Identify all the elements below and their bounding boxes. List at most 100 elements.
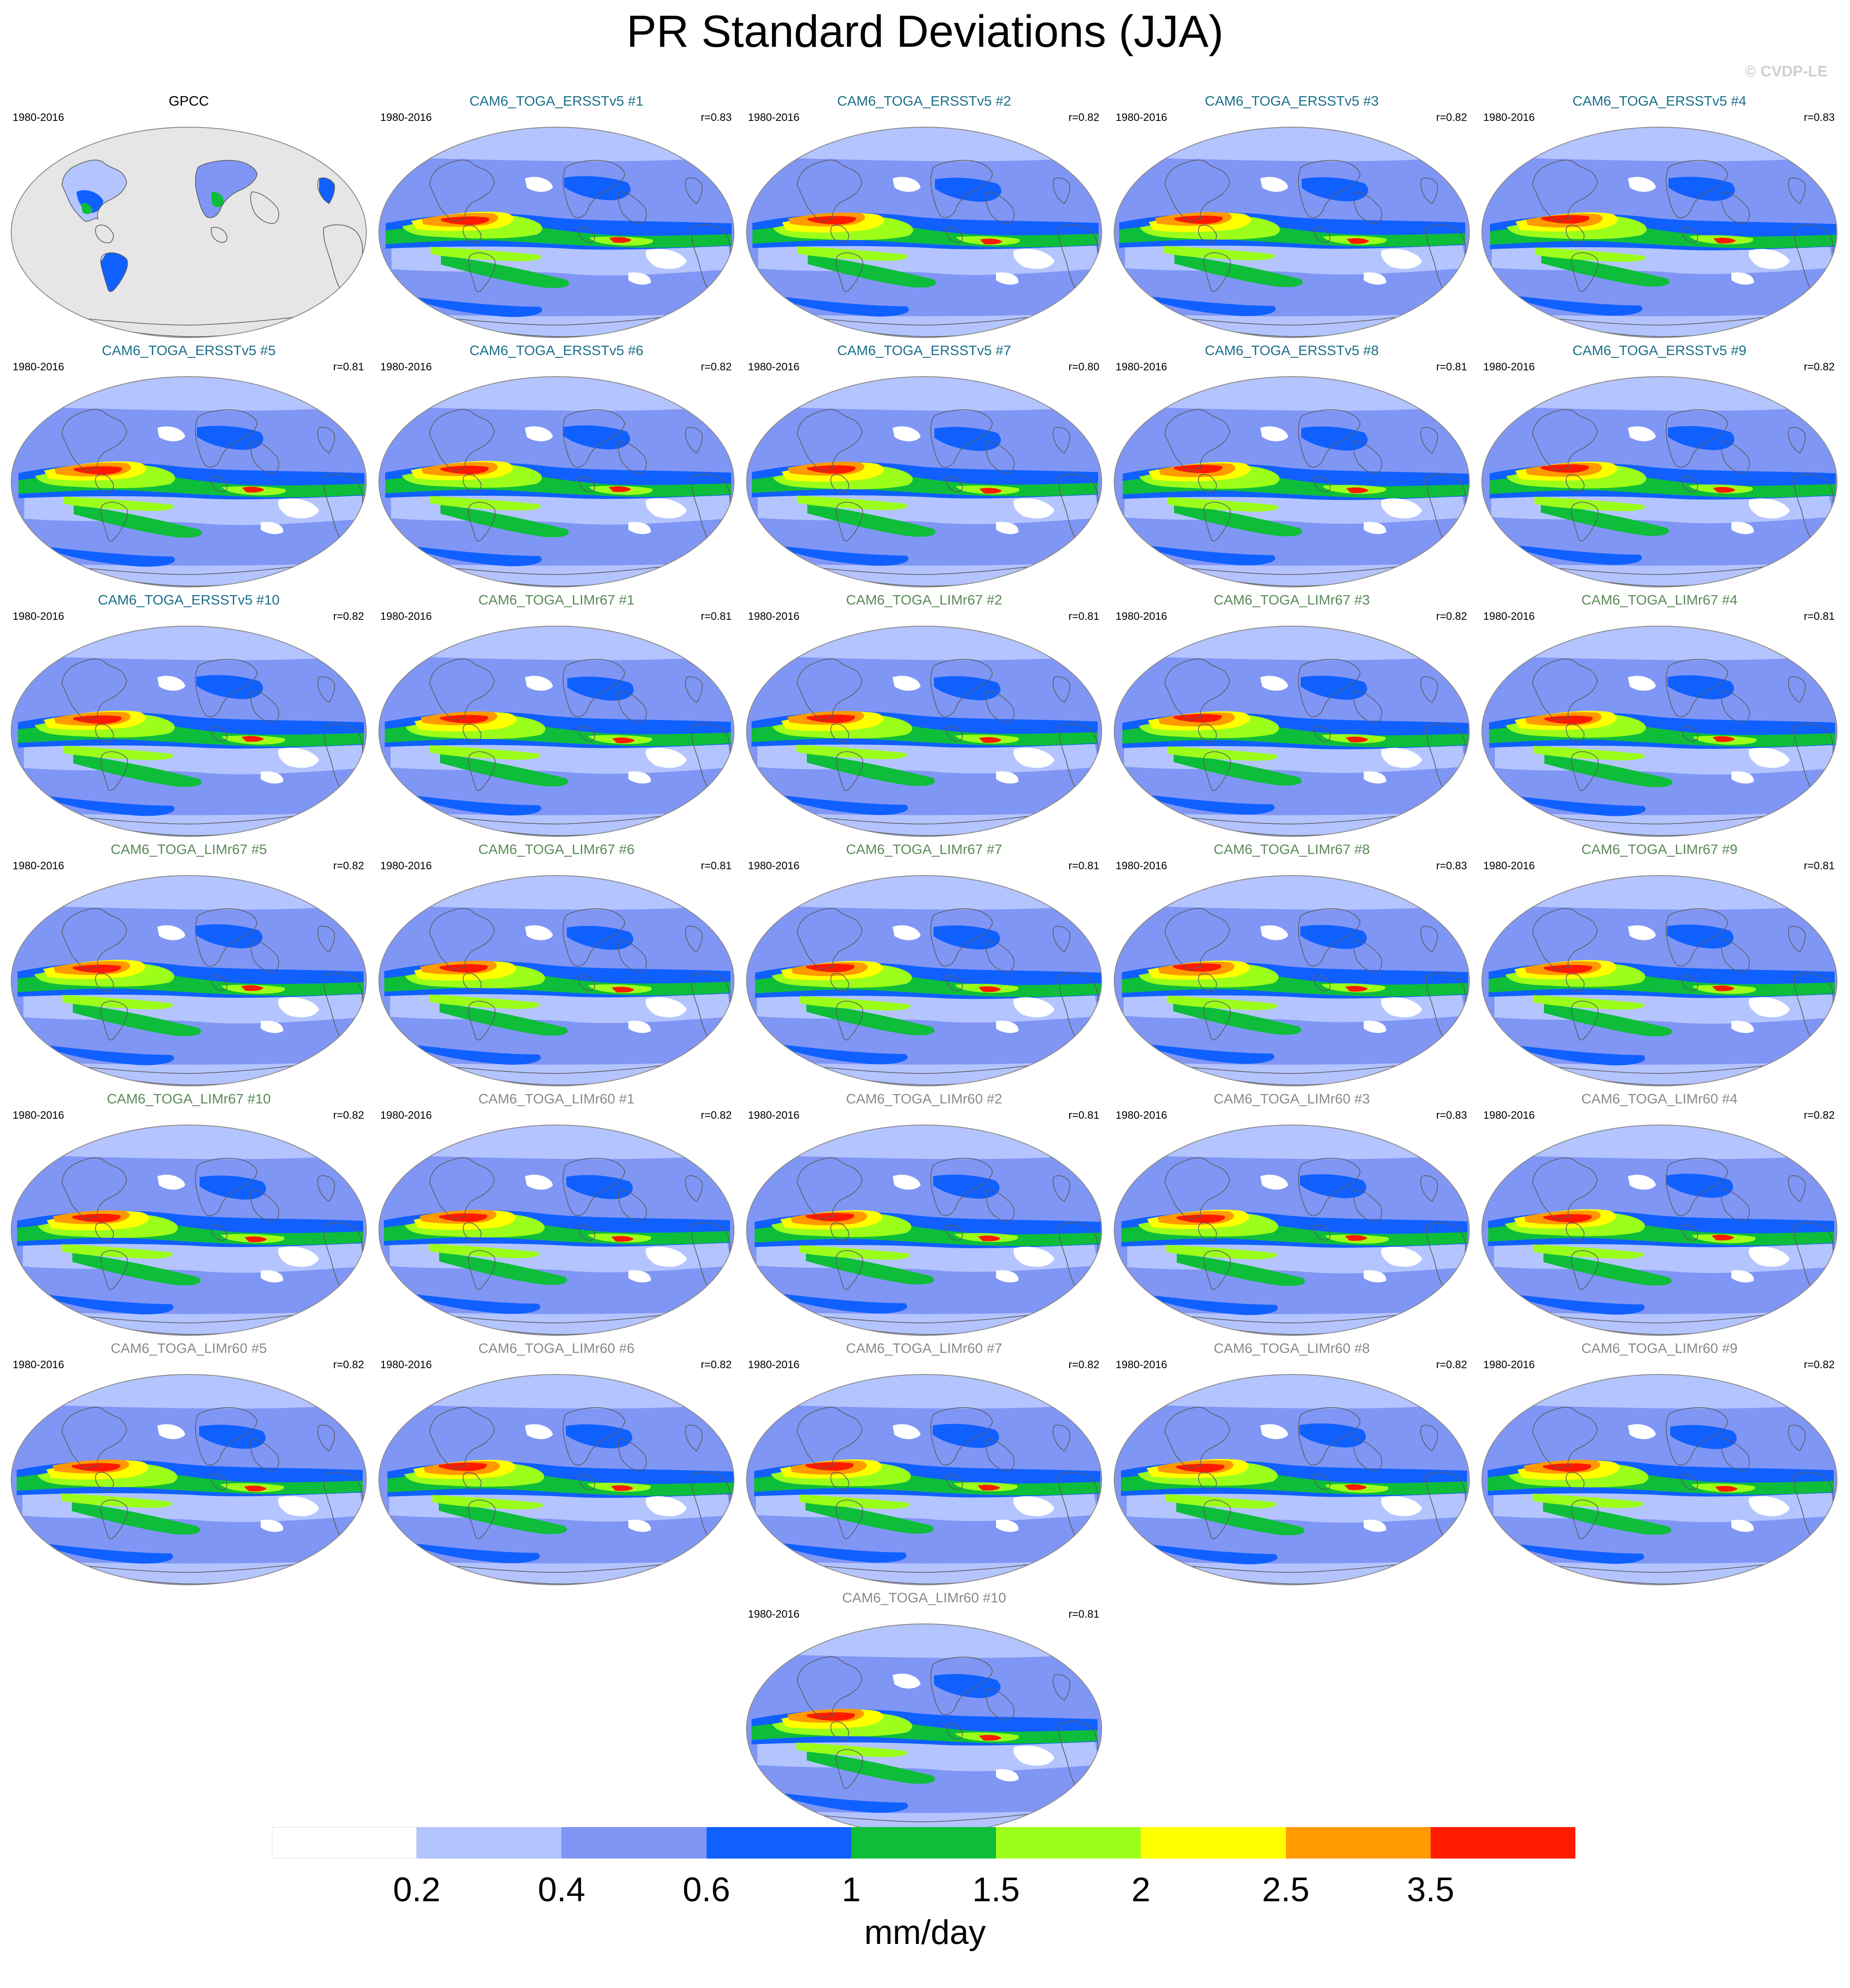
dry-zone [1260, 1174, 1288, 1190]
coastline-2 [1571, 1499, 1599, 1539]
polar-band-south [1114, 811, 1469, 836]
field-contour-6 [1174, 753, 1302, 786]
field-contour-4 [200, 1175, 266, 1200]
field-contour-1 [19, 1525, 361, 1558]
dry-zone [893, 1673, 921, 1689]
field-contour-1 [755, 278, 1097, 311]
panel-pattern-correlation: r=0.81 [333, 361, 364, 373]
dry-zone [1731, 272, 1754, 285]
colorbar-segment [561, 1827, 707, 1859]
panel-title: CAM6_TOGA_LIMr60 #1 [478, 1091, 635, 1107]
coastline-6 [685, 1175, 703, 1202]
coastline-6 [317, 1175, 335, 1202]
coastline-1 [95, 1472, 114, 1491]
field-contour-4 [196, 675, 263, 699]
field-contour-13 [245, 1236, 267, 1242]
panel-title: CAM6_TOGA_ERSSTv5 #10 [98, 592, 280, 608]
map-border [11, 376, 367, 587]
map-border [1481, 127, 1837, 338]
field-contour-4 [566, 1424, 632, 1449]
coastline-1 [1565, 723, 1585, 743]
map-panel: CAM6_TOGA_ERSSTv5 #8 1980-2016 r=0.81 [1107, 342, 1476, 591]
polar-band-north [11, 1374, 366, 1409]
panel-title: CAM6_TOGA_LIMr60 #6 [478, 1340, 635, 1356]
dry-zone [1013, 1745, 1054, 1766]
panel-period: 1980-2016 [748, 1359, 800, 1371]
coastline-3 [1665, 658, 1728, 717]
coastline-0 [429, 160, 495, 222]
coastline-6 [1788, 427, 1806, 454]
coastline-7 [1810, 662, 1837, 682]
global-map [1114, 626, 1470, 837]
coastline-7 [1442, 163, 1469, 183]
dry-zone [1381, 498, 1422, 519]
field-contour-12 [74, 466, 122, 475]
field-contour-6 [101, 253, 128, 292]
coastline-7 [707, 413, 734, 433]
field-contour-13 [1346, 736, 1368, 743]
field-contour-6 [73, 1004, 201, 1036]
polar-band-south [11, 1310, 366, 1335]
field-contour-2 [81, 203, 93, 214]
field-contour-1 [386, 1525, 728, 1557]
coastline-6 [1420, 178, 1438, 205]
field-contour-6 [1174, 504, 1303, 537]
dry-zone [1748, 249, 1790, 269]
polar-band-north [379, 876, 734, 910]
field-contour-1 [754, 1026, 1095, 1058]
coastline-6 [1053, 178, 1071, 205]
field-contour-3 [319, 178, 335, 204]
coastline-1 [95, 224, 114, 244]
field-contour-12 [806, 1213, 854, 1222]
coastline-0 [1532, 658, 1598, 721]
coastline-4 [946, 1724, 963, 1740]
polar-band-north [1482, 127, 1837, 161]
field-contour-12 [440, 466, 489, 474]
coastline-2 [1203, 502, 1231, 542]
panel-period: 1980-2016 [1116, 1109, 1167, 1121]
coastline-4 [210, 1474, 227, 1490]
coastline-3 [1298, 1157, 1361, 1216]
coastline-0 [1165, 160, 1230, 222]
coastline-2 [100, 1250, 128, 1290]
coastline-1 [830, 1472, 849, 1491]
panel-title: CAM6_TOGA_LIMr67 #1 [478, 592, 635, 608]
field-contour-13 [1346, 487, 1369, 494]
coastline-6 [1053, 676, 1071, 703]
field-contour-6 [808, 255, 936, 288]
map-border [378, 376, 734, 587]
dry-zone [1260, 177, 1288, 192]
coastline-0 [1165, 1157, 1230, 1220]
coastline-0 [797, 1407, 863, 1469]
coastline-5 [1353, 940, 1383, 972]
panel-title: CAM6_TOGA_ERSSTv5 #5 [102, 342, 276, 358]
coastline-5 [250, 1439, 280, 1471]
panel-period: 1980-2016 [13, 1109, 64, 1121]
field-contour-3 [771, 1792, 908, 1813]
coastline-4 [1681, 975, 1698, 992]
dry-zone [645, 498, 687, 519]
coastline-3 [1665, 908, 1728, 967]
coastline-6 [1053, 1425, 1071, 1452]
map-panel: CAM6_TOGA_ERSSTv5 #4 1980-2016 r=0.83 [1475, 92, 1844, 342]
coastline-0 [1532, 160, 1598, 222]
coastline-2 [100, 751, 128, 791]
coastline-2 [1203, 751, 1231, 791]
coastline-0 [429, 1407, 495, 1469]
dry-zone [278, 498, 319, 519]
coastline-4 [1313, 975, 1330, 992]
panel-title: CAM6_TOGA_LIMr67 #10 [107, 1091, 271, 1107]
field-contour-13 [1345, 986, 1368, 992]
coastline-3 [195, 1157, 258, 1216]
global-map [1114, 376, 1470, 587]
colorbar-tick-label: 1.5 [972, 1871, 1020, 1909]
dry-zone [157, 925, 185, 940]
coastline-2 [100, 1499, 128, 1539]
coastline-1 [1565, 973, 1585, 992]
field-contour-12 [806, 964, 855, 972]
coastline-6 [1053, 926, 1071, 953]
panel-period: 1980-2016 [1116, 111, 1167, 124]
field-contour-3 [1505, 544, 1642, 565]
panel-title: CAM6_TOGA_ERSSTv5 #2 [837, 93, 1011, 109]
map-border [1481, 626, 1837, 837]
